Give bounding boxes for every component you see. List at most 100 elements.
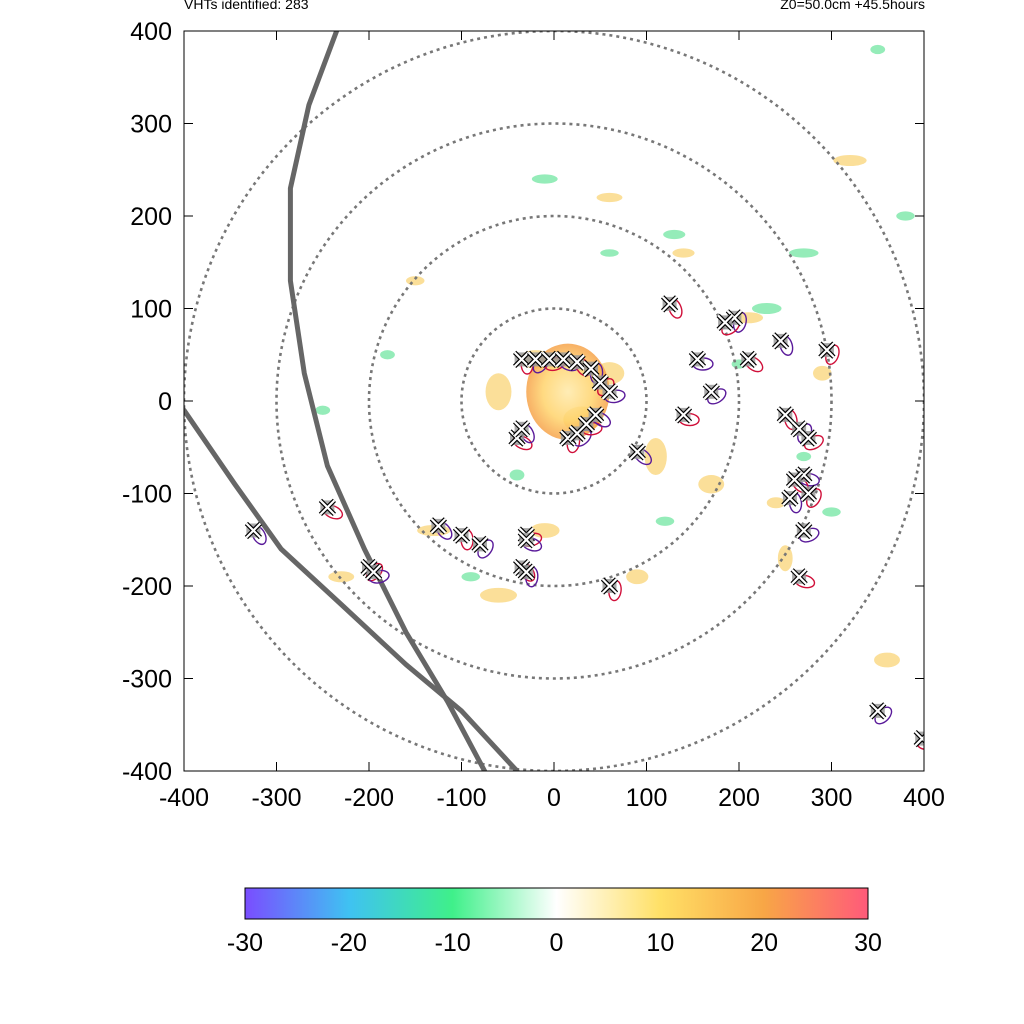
vht-marker [674,406,693,424]
vht-marker-cross [601,578,618,594]
vht-marker-cross [703,384,720,400]
vht-marker-cross [453,527,470,543]
vht-marker-cross [800,485,817,502]
y-tick-label: 100 [130,296,172,324]
cool-patch [796,451,812,462]
vht-marker-cross [583,360,599,377]
vht-marker [365,563,383,581]
vht-marker [790,568,808,586]
cool-patch [531,174,558,184]
vht-marker [517,531,535,549]
vht-marker [452,526,471,544]
vht-marker-cross [777,407,794,423]
x-tick-label: -100 [436,784,486,812]
vht-marker-cross [791,569,807,585]
vht-marker-cross [518,532,535,548]
x-tick-label: 400 [903,784,945,812]
y-tick-label: 400 [130,18,172,46]
vht-marker [244,521,262,540]
vht-marker-cross [796,522,812,539]
range-ring [275,122,833,680]
vht-marker-cross [870,703,886,719]
vht-marker [540,350,558,368]
cool-patch [663,229,686,240]
vht-marker [526,350,545,368]
cool-patch [751,302,782,315]
vht-marker [513,350,531,368]
vht-marker [517,563,535,581]
vht-marker [628,443,646,461]
cool-patch [896,211,915,221]
axes: -400 -300 -200 -100 0 100 200 300 400 -400 -300 -20… [122,18,945,812]
vht-marker [429,517,447,535]
vht-marker [600,383,619,401]
vht-marker [587,406,605,424]
vht-marker-cross [527,351,544,368]
colorbar-tick-label: -20 [331,929,367,957]
cool-patch [822,507,841,517]
vht-marker [513,420,531,438]
vht-marker-cross [661,296,678,312]
vht-marker [790,420,808,438]
vht-marker-cross [513,351,530,368]
colorbar-tick-label: -30 [227,929,263,957]
vht-marker [799,484,817,503]
cool-patch [600,249,619,257]
vht-marker-cross [518,564,535,580]
vht-marker [799,429,817,447]
storm-track [287,31,488,771]
y-tick-label: 200 [130,203,172,231]
range-ring [460,307,648,495]
cool-patch [509,469,525,481]
vht-marker [781,489,799,507]
x-tick-label: 300 [811,784,853,812]
y-tick-label: -400 [122,758,172,786]
vht-marker [568,353,586,371]
vht-marker [785,471,804,489]
vht-marker-cross [319,499,336,516]
cool-patch [870,44,886,55]
vht-marker-cross [601,384,618,400]
vht-marker [688,350,706,368]
vht-marker-cross [555,351,572,368]
colorbar: -30 -20 -10 0 10 20 30 [227,887,882,957]
vht-marker-cross [513,421,530,437]
x-tick-label: 200 [718,784,760,812]
vht-marker-cross [914,730,924,747]
vht-marker [702,383,720,401]
x-tick-label: -400 [159,784,209,812]
y-tick-label: 300 [130,111,172,139]
vht-marker [318,498,336,516]
vht-marker-cross [629,444,646,460]
z0-time-label: Z0=50.0cm +45.5hours [780,0,925,12]
y-tick-label: -100 [122,481,172,509]
cool-patch [380,350,395,360]
vht-marker [776,406,794,424]
colorbar-tick-label: 10 [646,929,674,957]
vht-marker [582,360,600,378]
warm-patch [529,523,560,538]
colorbar-tick-label: 30 [854,929,882,957]
x-tick-label: 100 [626,784,668,812]
cool-patch [655,516,675,526]
colorbar-tick-label: 20 [750,929,778,957]
warm-patch [596,192,623,203]
colorbar-tick-label: 0 [550,929,564,957]
vht-marker [554,350,572,368]
vht-marker-cross [472,536,488,553]
vht-marker [471,535,489,553]
cool-patch [461,572,480,582]
vht-marker-cross [819,342,835,358]
vht-marker-cross [365,564,382,580]
x-tick-label: 0 [547,784,561,812]
range-ring [367,214,741,588]
y-tick-label: 0 [158,388,172,416]
vht-marker-cross [587,407,604,423]
vht-marker [869,702,887,720]
colorbar-gradient [244,887,869,920]
vht-marker-cross [782,490,798,506]
vht-marker [661,295,679,313]
y-tick-label: -300 [122,666,172,694]
vht-marker-cross [740,351,757,368]
